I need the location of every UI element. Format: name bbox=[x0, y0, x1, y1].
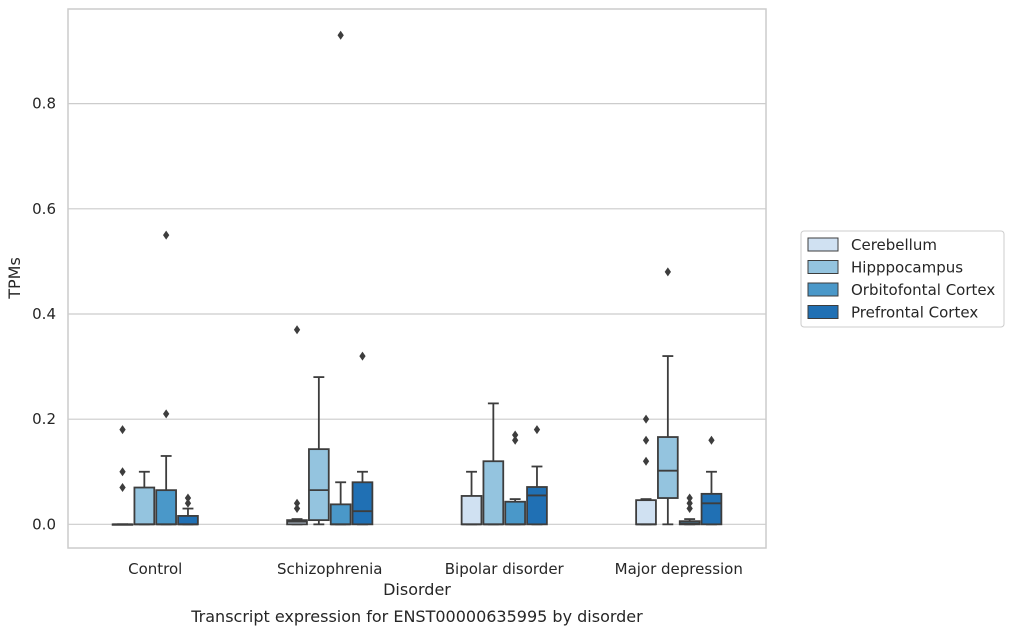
box-group bbox=[700, 435, 723, 526]
box-body bbox=[308, 448, 330, 522]
y-tick-label: 0.8 bbox=[32, 95, 56, 113]
legend-swatch bbox=[807, 282, 839, 297]
box-group bbox=[504, 430, 526, 526]
legend-swatch bbox=[807, 237, 839, 252]
box-series bbox=[111, 30, 723, 526]
box-group bbox=[657, 267, 679, 526]
box-group bbox=[526, 425, 548, 526]
outlier-point bbox=[119, 467, 126, 477]
x-tick-label: Bipolar disorder bbox=[445, 560, 565, 578]
outlier-point bbox=[337, 30, 344, 40]
outlier-point bbox=[686, 498, 693, 508]
box-group bbox=[111, 425, 134, 526]
y-tick-label: 0.6 bbox=[32, 200, 56, 218]
outlier-point bbox=[686, 504, 693, 514]
legend-frame bbox=[800, 230, 1005, 328]
box-group bbox=[155, 230, 177, 526]
outlier-point bbox=[708, 435, 715, 445]
box-group bbox=[286, 325, 308, 526]
box-group bbox=[351, 351, 374, 526]
outlier-point bbox=[293, 504, 301, 514]
box-group bbox=[678, 493, 701, 526]
legend-label: Orbitofontal Cortex bbox=[851, 281, 995, 299]
figure-caption: Transcript expression for ENST0000063599… bbox=[190, 607, 643, 626]
outlier-point bbox=[533, 425, 541, 435]
box-body bbox=[635, 499, 657, 526]
outlier-point bbox=[512, 435, 519, 445]
box-group bbox=[460, 470, 483, 526]
box-group bbox=[635, 414, 657, 526]
box-body bbox=[504, 500, 526, 526]
box-body bbox=[482, 460, 505, 526]
outlier-point bbox=[184, 493, 192, 503]
outlier-point bbox=[642, 456, 650, 466]
box-group bbox=[177, 493, 199, 526]
x-tick-label: Control bbox=[128, 560, 182, 578]
x-axis-label: Disorder bbox=[383, 580, 451, 599]
outlier-point bbox=[642, 414, 650, 424]
outlier-point bbox=[163, 409, 170, 419]
box-group bbox=[308, 376, 330, 526]
box-group bbox=[133, 470, 156, 526]
outlier-point bbox=[293, 325, 301, 335]
outlier-point bbox=[119, 483, 126, 493]
outlier-point bbox=[359, 351, 366, 361]
box-body bbox=[133, 486, 156, 526]
outlier-point bbox=[293, 498, 301, 508]
legend-label: Prefrontal Cortex bbox=[851, 304, 978, 322]
box-body bbox=[177, 515, 199, 526]
box-body bbox=[526, 486, 548, 526]
outlier-point bbox=[119, 425, 126, 435]
legend-swatch bbox=[807, 260, 839, 274]
x-tick-label: Schizophrenia bbox=[277, 560, 382, 578]
legend-label: Hipppocampus bbox=[851, 259, 963, 277]
x-tick-labels: Control Schizophrenia Bipolar disorder Majo… bbox=[128, 560, 743, 578]
outlier-point bbox=[664, 267, 671, 277]
box-body bbox=[460, 495, 483, 526]
box-body bbox=[700, 492, 723, 526]
outlier-point bbox=[184, 498, 192, 508]
box-group bbox=[482, 402, 505, 526]
box-body bbox=[657, 436, 679, 499]
box-body bbox=[351, 481, 374, 526]
y-tick-label: 0.0 bbox=[32, 515, 56, 533]
box-body bbox=[155, 489, 177, 526]
legend-swatch bbox=[807, 305, 839, 319]
y-tick-labels: 0.0 0.2 0.4 0.6 0.8 bbox=[32, 95, 56, 534]
outlier-point bbox=[642, 435, 650, 445]
outlier-point bbox=[163, 230, 170, 240]
legend: Cerebellum Hipppocampus Orbitofontal Corte… bbox=[800, 230, 1005, 328]
plot-frame bbox=[67, 8, 767, 549]
outlier-point bbox=[686, 493, 693, 503]
x-tick-label: Major depression bbox=[615, 560, 743, 578]
y-tick-label: 0.4 bbox=[32, 305, 56, 323]
outlier-point bbox=[512, 430, 519, 440]
y-tick-label: 0.2 bbox=[32, 410, 56, 428]
box-group bbox=[329, 30, 352, 526]
y-axis-label: TPMs bbox=[5, 257, 24, 300]
box-body bbox=[329, 503, 352, 526]
legend-label: Cerebellum bbox=[851, 236, 937, 254]
